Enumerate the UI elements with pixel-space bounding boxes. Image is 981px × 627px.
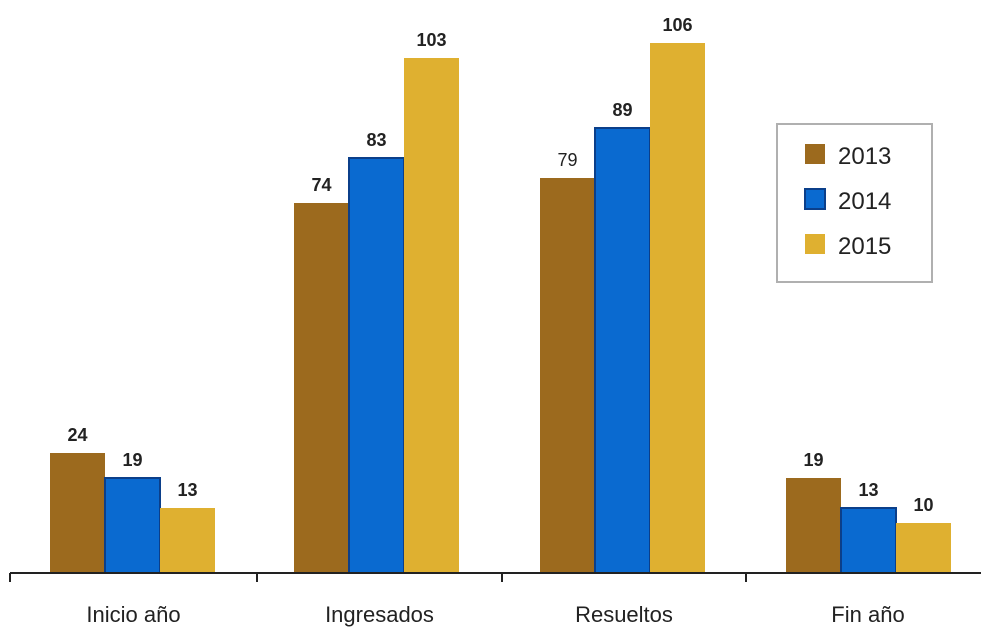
bar-2014-0 [104, 477, 161, 574]
value-label-2015-3: 10 [913, 495, 933, 515]
legend-swatch-2015 [805, 234, 825, 254]
legend-label-2013: 2013 [838, 143, 891, 170]
category-label-3: Fin año [831, 602, 904, 627]
bar-2014-3 [840, 507, 897, 574]
bar-2014-1 [348, 157, 405, 574]
category-label-0: Inicio año [86, 602, 180, 627]
value-label-2014-0: 19 [122, 450, 142, 470]
bar-2013-2 [540, 178, 595, 573]
category-label-2: Resueltos [575, 602, 673, 627]
bar-2014-2 [594, 127, 651, 574]
legend-box [776, 123, 933, 283]
category-labels-layer: Inicio año Ingresados Resueltos Fin año [86, 602, 904, 627]
value-labels-layer: 24 19 13 74 83 103 79 89 106 19 13 10 [67, 15, 933, 515]
category-label-1: Ingresados [325, 602, 434, 627]
value-label-2013-3: 19 [803, 450, 823, 470]
value-label-2014-1: 83 [366, 130, 386, 150]
bars-layer [50, 43, 951, 574]
value-label-2015-2: 106 [662, 15, 692, 35]
legend-label-2014: 2014 [838, 188, 891, 215]
bar-2013-0 [50, 453, 105, 573]
value-label-2013-0: 24 [67, 425, 87, 445]
legend-swatch-2014 [804, 188, 826, 210]
bar-2015-0 [160, 508, 215, 573]
bar-2015-3 [896, 523, 951, 573]
legend-label-2015: 2015 [838, 233, 891, 260]
bar-2013-1 [294, 203, 349, 573]
value-label-2015-1: 103 [416, 30, 446, 50]
value-label-2013-2: 79 [557, 150, 577, 170]
bar-2013-3 [786, 478, 841, 573]
legend: 2013 2014 2015 [776, 123, 933, 283]
value-label-2013-1: 74 [311, 175, 331, 195]
value-label-2014-2: 89 [612, 100, 632, 120]
x-axis-ticks [9, 573, 747, 582]
legend-swatch-2013 [805, 144, 825, 164]
bar-2015-2 [650, 43, 705, 573]
value-label-2015-0: 13 [177, 480, 197, 500]
value-label-2014-3: 13 [858, 480, 878, 500]
bar-2015-1 [404, 58, 459, 573]
